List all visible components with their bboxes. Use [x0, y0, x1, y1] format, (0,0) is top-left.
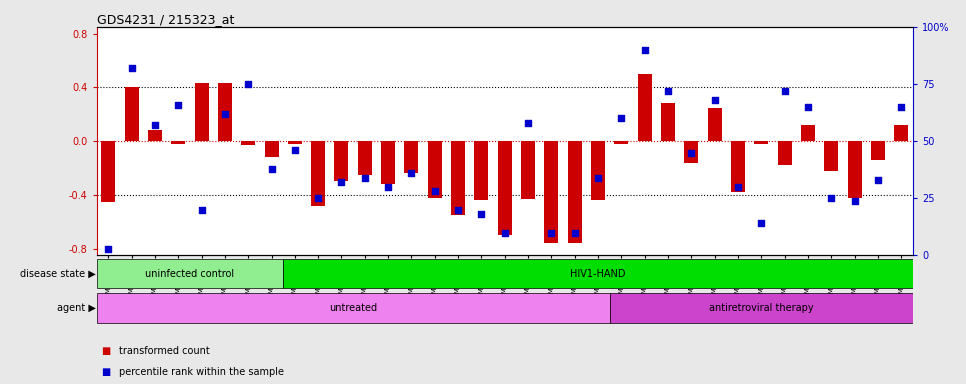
Bar	[497, 141, 512, 235]
Bar	[521, 141, 535, 199]
Bar	[708, 108, 722, 141]
Point	[800, 104, 815, 110]
Point	[730, 184, 746, 190]
Bar	[895, 125, 908, 141]
Text: antiretroviral therapy: antiretroviral therapy	[709, 303, 813, 313]
Bar	[754, 141, 768, 144]
Point	[870, 177, 886, 183]
Bar	[428, 141, 441, 198]
Point	[310, 195, 326, 201]
Bar	[311, 141, 326, 206]
Bar	[242, 141, 255, 145]
Point	[147, 122, 162, 128]
Point	[334, 179, 350, 185]
Bar	[451, 141, 465, 215]
Point	[171, 101, 186, 108]
Point	[241, 81, 256, 87]
Point	[707, 97, 723, 103]
Point	[590, 175, 606, 181]
Text: HIV1-HAND: HIV1-HAND	[570, 268, 626, 279]
Text: untreated: untreated	[329, 303, 377, 313]
Bar	[824, 141, 838, 171]
Bar	[638, 74, 652, 141]
Bar	[871, 141, 885, 160]
Bar	[684, 141, 698, 163]
Point	[194, 207, 210, 213]
Bar	[171, 141, 185, 144]
Bar	[194, 83, 209, 141]
Bar	[382, 141, 395, 184]
Text: GDS4231 / 215323_at: GDS4231 / 215323_at	[97, 13, 234, 26]
FancyBboxPatch shape	[283, 259, 913, 288]
Bar	[731, 141, 745, 192]
Point	[287, 147, 302, 153]
Bar	[661, 104, 675, 141]
Text: ■: ■	[101, 346, 111, 356]
FancyBboxPatch shape	[97, 293, 610, 323]
Text: transformed count: transformed count	[119, 346, 210, 356]
Bar	[334, 141, 349, 182]
Point	[544, 230, 559, 236]
Point	[567, 230, 582, 236]
Point	[100, 245, 116, 252]
Bar	[545, 141, 558, 243]
Text: uninfected control: uninfected control	[145, 268, 235, 279]
Point	[124, 65, 139, 71]
Bar	[148, 131, 162, 141]
Text: agent ▶: agent ▶	[57, 303, 96, 313]
Point	[473, 211, 489, 217]
Point	[427, 188, 442, 194]
Point	[404, 170, 419, 176]
Point	[613, 115, 629, 121]
Point	[521, 120, 536, 126]
Point	[753, 220, 769, 227]
Bar	[778, 141, 791, 166]
Bar	[101, 141, 115, 202]
FancyBboxPatch shape	[610, 293, 913, 323]
Point	[684, 149, 699, 156]
Point	[381, 184, 396, 190]
Bar	[288, 141, 301, 144]
Bar	[265, 141, 278, 157]
Point	[264, 166, 279, 172]
Bar	[125, 88, 138, 141]
Text: percentile rank within the sample: percentile rank within the sample	[119, 367, 284, 377]
Bar	[591, 141, 605, 200]
Text: disease state ▶: disease state ▶	[20, 269, 96, 279]
FancyBboxPatch shape	[97, 259, 283, 288]
Bar	[568, 141, 582, 243]
Bar	[847, 141, 862, 198]
Text: ■: ■	[101, 367, 111, 377]
Bar	[801, 125, 815, 141]
Bar	[218, 83, 232, 141]
Point	[497, 230, 513, 236]
Point	[847, 197, 863, 204]
Point	[217, 111, 233, 117]
Bar	[474, 141, 489, 200]
Point	[637, 47, 652, 53]
Bar	[357, 141, 372, 175]
Bar	[405, 141, 418, 174]
Point	[894, 104, 909, 110]
Point	[661, 88, 676, 94]
Bar	[614, 141, 628, 144]
Point	[823, 195, 838, 201]
Point	[777, 88, 792, 94]
Point	[357, 175, 373, 181]
Point	[450, 207, 466, 213]
